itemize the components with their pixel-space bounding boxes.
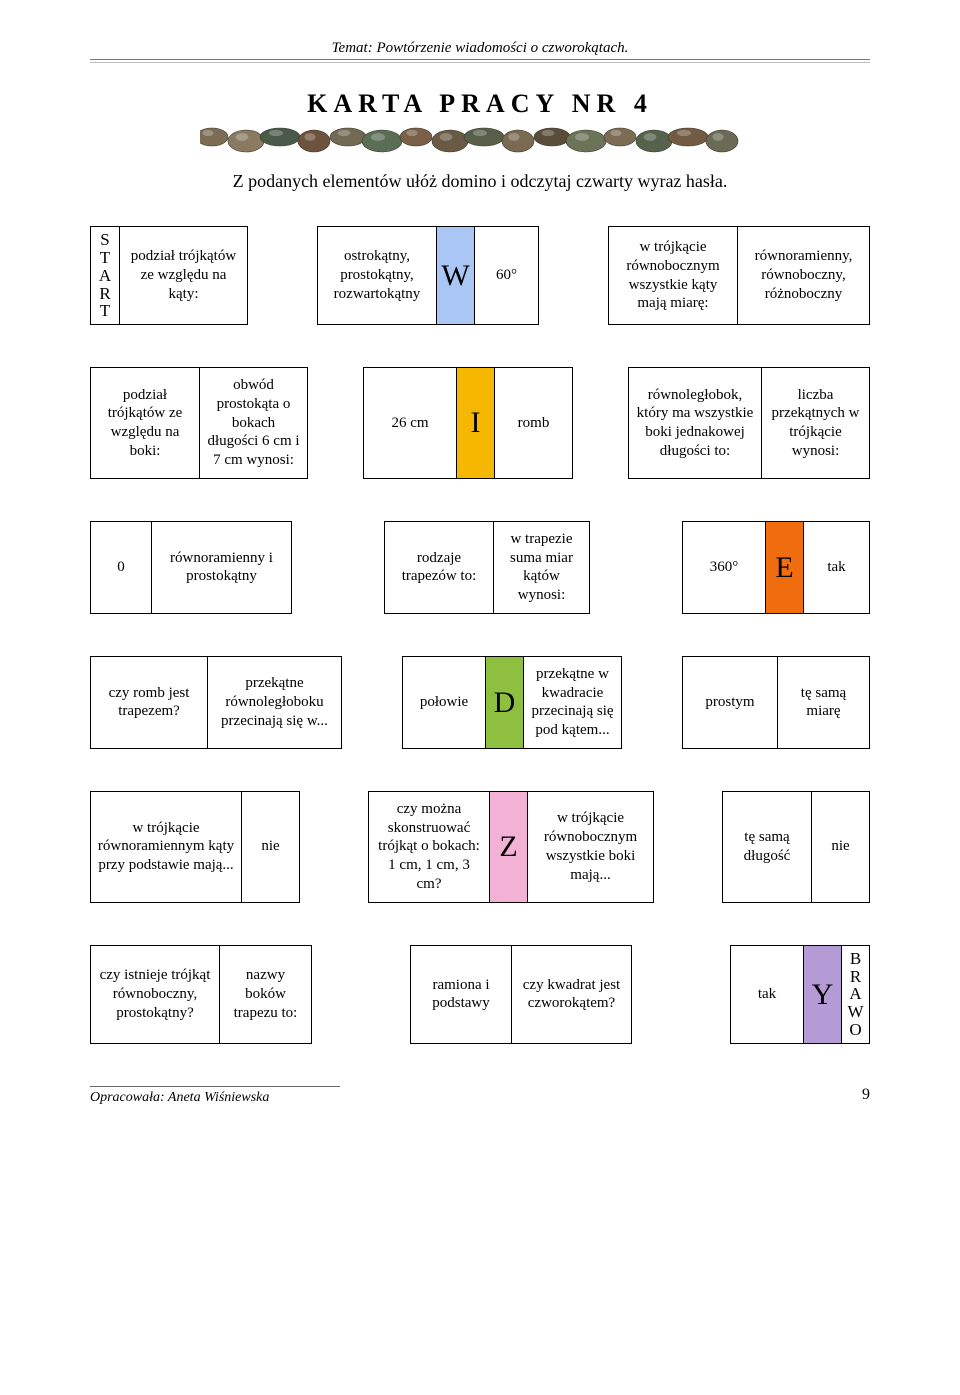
domino-row: podział trójkątów ze względu na boki:obw…: [90, 367, 870, 479]
tile-cell: 360°: [683, 522, 765, 613]
intro-text: Z podanych elementów ułóż domino i odczy…: [90, 171, 870, 192]
domino-tile: czy romb jest trapezem?przekątne równole…: [90, 656, 342, 749]
tile-cell: przekątne równoległoboku przecinają się …: [207, 657, 341, 748]
tile-cell: równoległobok, który ma wszystkie boki j…: [629, 368, 761, 478]
domino-tile: ostrokątny, prostokątny, rozwartokątnyW6…: [317, 226, 539, 325]
tile-cell: przekątne w kwadracie przecinają się pod…: [523, 657, 621, 748]
tile-cell: tak: [731, 946, 803, 1043]
domino-row: w trójkącie równoramiennym kąty przy pod…: [90, 791, 870, 903]
key-letter: I: [456, 368, 494, 478]
tile-cell: w trójkącie równobocznym wszystkie boki …: [527, 792, 653, 902]
stones-svg: [200, 125, 760, 153]
tile-cell: czy można skonstruować trójkąt o bokach:…: [369, 792, 489, 902]
domino-tile: w trójkącie równobocznym wszystkie kąty …: [608, 226, 870, 325]
worksheet-page: Temat: Powtórzenie wiadomości o czworoką…: [0, 0, 960, 1136]
tile-cell: czy romb jest trapezem?: [91, 657, 207, 748]
tile-cell: 0: [91, 522, 151, 613]
domino-tile: takYB R A W O: [730, 945, 870, 1044]
domino-tile: S T A R Tpodział trójkątów ze względu na…: [90, 226, 248, 325]
domino-tile: ramiona i podstawyczy kwadrat jest czwor…: [410, 945, 632, 1044]
footer-page: 9: [862, 1086, 870, 1106]
rule-top-2: [90, 62, 870, 63]
tile-cell: romb: [494, 368, 572, 478]
tile-cell: w trapezie suma miar kątów wynosi:: [493, 522, 589, 613]
tile-cell: nie: [241, 792, 299, 902]
tile-cell: rodzaje trapezów to:: [385, 522, 493, 613]
tile-cell: tę samą długość: [723, 792, 811, 902]
key-letter: Y: [803, 946, 841, 1043]
domino-row: 0równoramienny i prostokątny rodzaje trap…: [90, 521, 870, 614]
tile-cell: obwód prostokąta o bokach długości 6 cm …: [199, 368, 307, 478]
domino-tile: czy istnieje trójkąt równoboczny, prosto…: [90, 945, 312, 1044]
domino-tile: 26 cmIromb: [363, 367, 573, 479]
domino-tile: czy można skonstruować trójkąt o bokach:…: [368, 791, 654, 903]
tile-cell: liczba przekątnych w trójkącie wynosi:: [761, 368, 869, 478]
domino-tile: prostymtę samą miarę: [682, 656, 870, 749]
domino-row: czy romb jest trapezem?przekątne równole…: [90, 656, 870, 749]
domino-tile: 0równoramienny i prostokątny: [90, 521, 292, 614]
tile-cell: nie: [811, 792, 869, 902]
domino-tile: w trójkącie równoramiennym kąty przy pod…: [90, 791, 300, 903]
tile-cell: nazwy boków trapezu to:: [219, 946, 311, 1043]
tile-cell: 60°: [474, 227, 538, 324]
tile-cell: tak: [803, 522, 869, 613]
vertical-word: B R A W O: [841, 946, 869, 1043]
tile-cell: podział trójkątów ze względu na boki:: [91, 368, 199, 478]
key-letter: E: [765, 522, 803, 613]
rule-top-1: [90, 59, 870, 60]
tile-cell: tę samą miarę: [777, 657, 869, 748]
tile-cell: w trójkącie równoramiennym kąty przy pod…: [91, 792, 241, 902]
tile-cell: czy istnieje trójkąt równoboczny, prosto…: [91, 946, 219, 1043]
footer: Opracowała: Aneta Wiśniewska 9: [90, 1086, 870, 1106]
worksheet-title: KARTA PRACY NR 4: [90, 89, 870, 119]
tile-cell: równoramienny, równoboczny, różnoboczny: [737, 227, 869, 324]
vertical-word: S T A R T: [91, 227, 119, 324]
tile-cell: połowie: [403, 657, 485, 748]
stones-divider: [90, 125, 870, 153]
tile-cell: ostrokątny, prostokątny, rozwartokątny: [318, 227, 436, 324]
domino-tile: 360°Etak: [682, 521, 870, 614]
tile-cell: prostym: [683, 657, 777, 748]
tile-cell: podział trójkątów ze względu na kąty:: [119, 227, 247, 324]
key-letter: Z: [489, 792, 527, 902]
key-letter: D: [485, 657, 523, 748]
domino-row: czy istnieje trójkąt równoboczny, prosto…: [90, 945, 870, 1044]
key-letter: W: [436, 227, 474, 324]
tile-cell: w trójkącie równobocznym wszystkie kąty …: [609, 227, 737, 324]
tile-cell: ramiona i podstawy: [411, 946, 511, 1043]
tile-cell: 26 cm: [364, 368, 456, 478]
tile-cell: czy kwadrat jest czworokątem?: [511, 946, 631, 1043]
domino-tile: tę samą długośćnie: [722, 791, 870, 903]
domino-rows: S T A R Tpodział trójkątów ze względu na…: [90, 226, 870, 1044]
domino-tile: rodzaje trapezów to:w trapezie suma miar…: [384, 521, 590, 614]
domino-tile: połowieDprzekątne w kwadracie przecinają…: [402, 656, 622, 749]
footer-author: Opracowała: Aneta Wiśniewska: [90, 1086, 340, 1106]
domino-row: S T A R Tpodział trójkątów ze względu na…: [90, 226, 870, 325]
topic-line: Temat: Powtórzenie wiadomości o czworoką…: [90, 40, 870, 57]
tile-cell: równoramienny i prostokątny: [151, 522, 291, 613]
domino-tile: podział trójkątów ze względu na boki:obw…: [90, 367, 308, 479]
domino-tile: równoległobok, który ma wszystkie boki j…: [628, 367, 870, 479]
